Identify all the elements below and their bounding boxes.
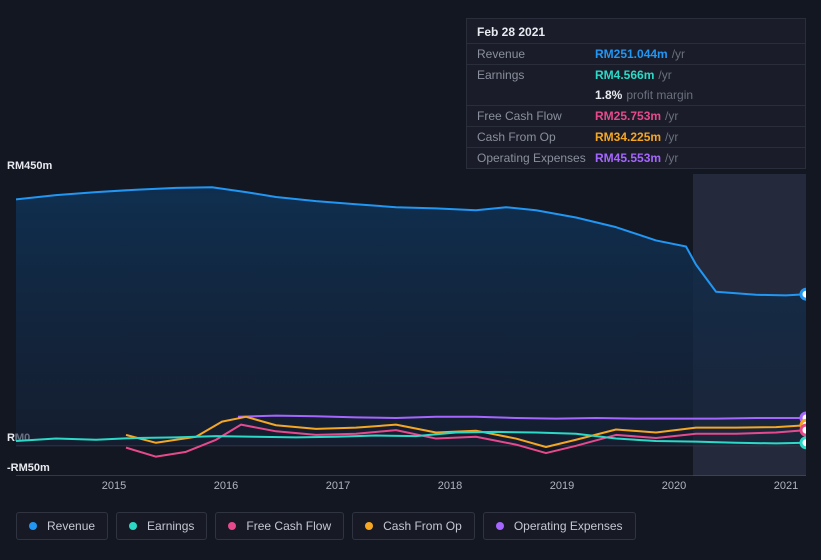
series-end-marker-revenue — [801, 289, 806, 299]
legend-label: Earnings — [147, 519, 194, 533]
legend-swatch — [228, 522, 236, 530]
legend-label: Operating Expenses — [514, 519, 623, 533]
x-axis-label: 2021 — [774, 480, 798, 492]
tooltip-value: RM45.553m — [595, 151, 661, 165]
x-axis-label: 2020 — [662, 480, 686, 492]
tooltip-card: Feb 28 2021 RevenueRM251.044m/yrEarnings… — [466, 18, 806, 169]
legend-swatch — [365, 522, 373, 530]
chart-area[interactable] — [16, 150, 806, 476]
tooltip-label: Cash From Op — [477, 130, 595, 144]
tooltip-date: Feb 28 2021 — [467, 19, 805, 43]
legend-item-free_cash_flow[interactable]: Free Cash Flow — [215, 512, 344, 540]
legend: Revenue Earnings Free Cash Flow Cash From O… — [16, 512, 636, 540]
tooltip-row: EarningsRM4.566m/yr — [467, 64, 805, 85]
tooltip-row: Cash From OpRM34.225m/yr — [467, 126, 805, 147]
legend-label: Revenue — [47, 519, 95, 533]
series-end-marker-earnings — [801, 438, 806, 448]
legend-item-earnings[interactable]: Earnings — [116, 512, 207, 540]
legend-item-revenue[interactable]: Revenue — [16, 512, 108, 540]
tooltip-suffix: /yr — [672, 47, 685, 61]
tooltip-value: RM251.044m — [595, 47, 668, 61]
x-axis-label: 2015 — [102, 480, 126, 492]
legend-swatch — [29, 522, 37, 530]
legend-label: Free Cash Flow — [246, 519, 331, 533]
tooltip-value: RM34.225m — [595, 130, 661, 144]
series-end-marker-free_cash_flow — [801, 425, 806, 435]
tooltip-row: Free Cash FlowRM25.753m/yr — [467, 105, 805, 126]
tooltip-label: Free Cash Flow — [477, 109, 595, 123]
legend-item-cash_from_op[interactable]: Cash From Op — [352, 512, 475, 540]
tooltip-profit-margin-label: profit margin — [626, 88, 693, 102]
tooltip-label — [477, 88, 595, 102]
tooltip-label: Earnings — [477, 68, 595, 82]
x-axis-label: 2016 — [214, 480, 238, 492]
x-axis-label: 2018 — [438, 480, 462, 492]
tooltip-row: 1.8% profit margin — [467, 85, 805, 105]
tooltip-suffix: /yr — [658, 68, 671, 82]
legend-swatch — [129, 522, 137, 530]
tooltip-label: Operating Expenses — [477, 151, 595, 165]
legend-item-operating_expenses[interactable]: Operating Expenses — [483, 512, 636, 540]
tooltip-profit-margin-value: 1.8% — [595, 88, 622, 102]
x-axis-labels: 2015 2016 2017 2018 2019 2020 2021 — [16, 480, 806, 500]
tooltip-value: RM4.566m — [595, 68, 654, 82]
legend-swatch — [496, 522, 504, 530]
x-axis-label: 2019 — [550, 480, 574, 492]
tooltip-row: RevenueRM251.044m/yr — [467, 43, 805, 64]
legend-label: Cash From Op — [383, 519, 462, 533]
tooltip-suffix: /yr — [665, 130, 678, 144]
tooltip-row: Operating ExpensesRM45.553m/yr — [467, 147, 805, 168]
x-axis-label: 2017 — [326, 480, 350, 492]
series-area-revenue — [16, 187, 806, 446]
tooltip-suffix: /yr — [665, 109, 678, 123]
tooltip-value: RM25.753m — [595, 109, 661, 123]
tooltip-label: Revenue — [477, 47, 595, 61]
tooltip-suffix: /yr — [665, 151, 678, 165]
chart-svg — [16, 150, 806, 476]
